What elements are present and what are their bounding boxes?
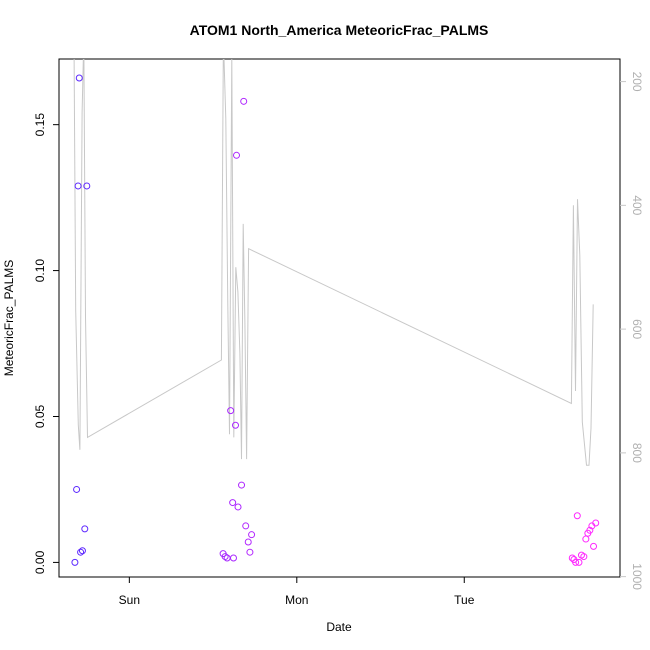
y-axis: 0.00 0.05 0.10 0.15 (33, 113, 59, 574)
data-point (232, 421, 240, 429)
data-point (582, 535, 590, 543)
data-point (223, 554, 231, 562)
data-point (244, 538, 252, 546)
data-point (246, 548, 254, 556)
point-layer (71, 74, 600, 566)
y2-tick-label: 1000 (630, 563, 644, 590)
data-point (586, 526, 594, 534)
data-point (575, 558, 583, 566)
data-point (568, 554, 576, 562)
data-point (74, 182, 82, 190)
y-tick-label: 0.10 (33, 259, 47, 283)
data-point (227, 407, 235, 415)
data-point (73, 485, 81, 493)
y2-tick-label: 200 (630, 72, 644, 92)
data-point (572, 558, 580, 566)
plot-box (58, 58, 621, 578)
data-point (242, 522, 250, 530)
chart-title: ATOM1 North_America MeteoricFrac_PALMS (190, 22, 489, 38)
data-point (75, 74, 83, 82)
y2-tick-label: 400 (630, 195, 644, 215)
x-tick-label: Sun (119, 593, 140, 607)
data-point (590, 542, 598, 550)
y-tick-label: 0.15 (33, 113, 47, 137)
data-point (71, 558, 79, 566)
data-point (238, 481, 246, 489)
x-axis: Sun Mon Tue (119, 577, 475, 607)
data-point (81, 525, 89, 533)
data-point (234, 503, 242, 511)
data-point (573, 512, 581, 520)
data-point (592, 519, 600, 527)
data-point (240, 97, 248, 105)
x-tick-label: Tue (454, 593, 475, 607)
data-point (229, 554, 237, 562)
line-layer (73, 59, 594, 466)
y2-tick-label: 600 (630, 319, 644, 339)
data-point (580, 553, 588, 561)
altitude-line (73, 59, 594, 466)
data-point (78, 547, 86, 555)
x-tick-label: Mon (285, 593, 308, 607)
data-point (229, 499, 237, 507)
y-tick-label: 0.05 (33, 404, 47, 428)
data-point (77, 548, 85, 556)
y2-axis: 200 400 600 800 1000 (620, 72, 644, 590)
y-axis-label: MeteoricFrac_PALMS (2, 260, 16, 376)
y-tick-label: 0.00 (33, 550, 47, 574)
x-axis-label: Date (326, 620, 352, 634)
data-point (83, 182, 91, 190)
data-point (221, 553, 229, 561)
y2-tick-label: 800 (630, 443, 644, 463)
data-point (248, 531, 256, 539)
data-point (233, 151, 241, 159)
